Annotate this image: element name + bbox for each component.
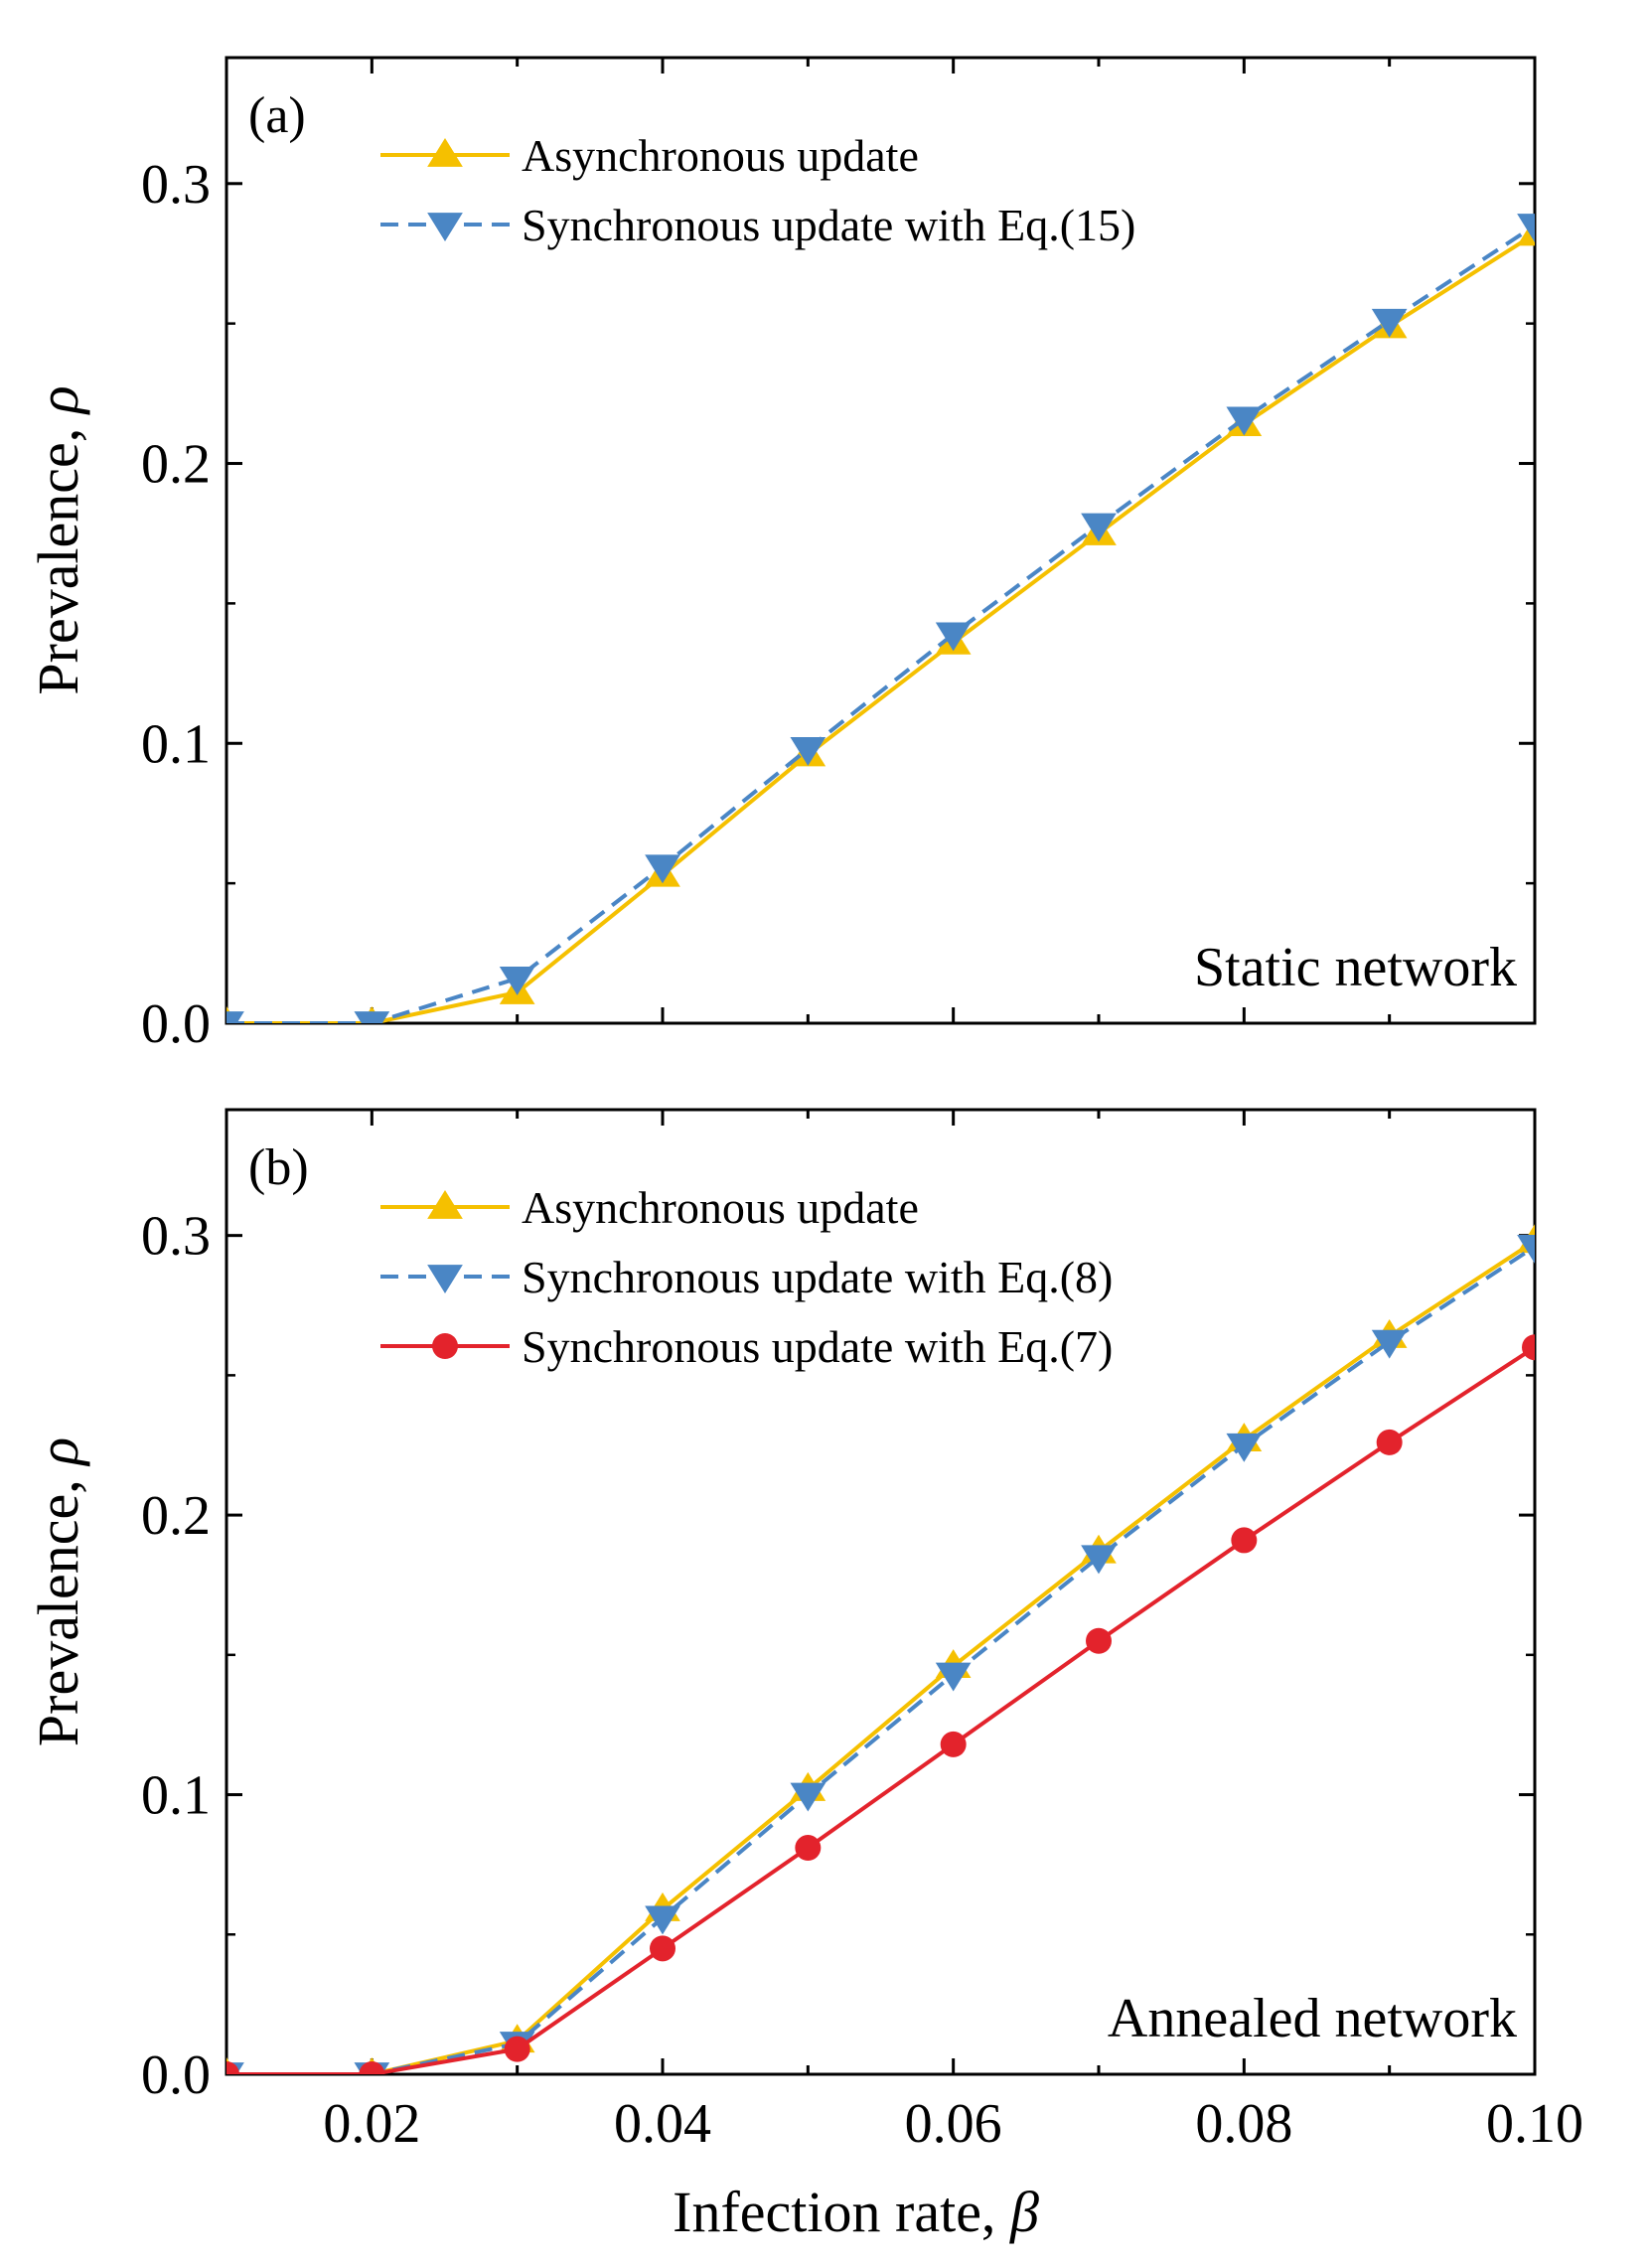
- y-axis-symbol: ρ: [26, 1437, 90, 1467]
- network-type-annotation: Static network: [1194, 937, 1517, 998]
- panel-a: 0.0 0.1 0.2 0.3 Prevalence, ρ (a) Static netwo…: [26, 56, 1537, 1055]
- legend-marker: [427, 138, 463, 167]
- data-point: [790, 736, 826, 766]
- y-axis-title: Prevalence, ρ: [26, 1437, 90, 1746]
- y-axis-label-text: Prevalence,: [26, 1465, 90, 1746]
- x-tick-label: 0.10: [1486, 2093, 1583, 2155]
- legend-item: Synchronous update with Eq.(7): [380, 1321, 1113, 1372]
- legend: Asynchronous update Synchronous update wi…: [380, 130, 1135, 250]
- data-point: [1231, 1527, 1258, 1554]
- panel-b: 0.0 0.1 0.2 0.3 0.02 0.04 0.06 0.08 0.10 Prevalen…: [26, 1108, 1583, 2244]
- data-point: [1371, 1329, 1408, 1359]
- data-point: [1086, 1627, 1112, 1654]
- y-tick-label: 0.3: [141, 154, 211, 216]
- series-circle: [226, 1334, 1535, 2074]
- data-point: [645, 1905, 680, 1935]
- y-tick-label: 0.2: [141, 1485, 211, 1547]
- data-point: [504, 2036, 530, 2062]
- data-point: [1517, 1235, 1535, 1264]
- y-tick-label: 0.1: [141, 713, 211, 775]
- series-triangle-up: [226, 217, 1535, 1023]
- data-point: [226, 1011, 244, 1023]
- data-point: [1081, 1545, 1117, 1575]
- series-line: [226, 1245, 1535, 2074]
- data-point: [499, 967, 535, 995]
- x-axis-title: Infection rate, β: [673, 2180, 1039, 2244]
- series-line: [226, 224, 1535, 1023]
- data-point: [354, 1011, 390, 1023]
- data-point: [935, 1662, 972, 1692]
- data-point: [1226, 406, 1263, 436]
- y-tick-label: 0.0: [141, 993, 211, 1055]
- data-point: [645, 854, 680, 884]
- legend-marker: [432, 1333, 458, 1359]
- data-point: [1226, 1433, 1263, 1462]
- y-tick-label: 0.0: [141, 2044, 211, 2106]
- y-axis-label-text: Prevalence,: [26, 413, 90, 694]
- x-tick-label: 0.06: [905, 2093, 1002, 2155]
- x-tick-label: 0.02: [323, 2093, 420, 2155]
- panel-label: (a): [248, 87, 306, 144]
- y-tick-label: 0.1: [141, 1765, 211, 1827]
- panel-label: (b): [248, 1139, 309, 1196]
- plot-frame: [225, 1108, 1537, 2076]
- data-point: [1081, 513, 1117, 542]
- data-point: [790, 1782, 826, 1812]
- series-triangle-down: [226, 1235, 1535, 2074]
- network-type-annotation: Annealed network: [1108, 1988, 1517, 2049]
- x-axis-label-text: Infection rate,: [673, 2180, 1010, 2244]
- legend-label: Asynchronous update: [522, 1182, 919, 1233]
- data-point: [359, 2061, 385, 2074]
- y-tick-label: 0.3: [141, 1206, 211, 1268]
- data-point: [226, 2061, 239, 2074]
- legend-label: Synchronous update with Eq.(15): [522, 200, 1135, 250]
- x-tick-label: 0.04: [614, 2093, 711, 2155]
- data-point: [1517, 214, 1535, 243]
- plot-frame: [225, 56, 1537, 1025]
- data-point: [1371, 308, 1408, 338]
- x-tick-label: 0.08: [1195, 2093, 1292, 2155]
- legend-marker: [427, 213, 463, 241]
- data-point: [1517, 217, 1535, 246]
- data-point: [650, 1935, 675, 1962]
- legend-item: Asynchronous update: [380, 130, 919, 181]
- data-point: [1522, 1334, 1535, 1361]
- data-point: [935, 622, 972, 652]
- y-axis-symbol: ρ: [26, 385, 90, 415]
- legend: Asynchronous update Synchronous update wi…: [380, 1182, 1113, 1372]
- legend-item: Asynchronous update: [380, 1182, 919, 1233]
- series-triangle-down: [226, 214, 1535, 1023]
- series-line: [226, 1239, 1535, 2074]
- legend-label: Synchronous update with Eq.(8): [522, 1252, 1113, 1302]
- legend-item: Synchronous update with Eq.(15): [380, 200, 1135, 250]
- y-axis-title: Prevalence, ρ: [26, 385, 90, 694]
- x-axis-symbol: β: [1009, 2180, 1039, 2244]
- data-point: [795, 1835, 822, 1862]
- data-point: [940, 1731, 967, 1757]
- legend-label: Synchronous update with Eq.(7): [522, 1321, 1113, 1372]
- series-line: [226, 231, 1535, 1023]
- legend-marker: [427, 1190, 463, 1219]
- data-point: [1376, 1429, 1403, 1455]
- plot-area: [226, 1224, 1535, 2074]
- series-line: [226, 1345, 1535, 2074]
- legend-item: Synchronous update with Eq.(8): [380, 1252, 1113, 1302]
- y-tick-label: 0.2: [141, 434, 211, 496]
- legend-label: Asynchronous update: [522, 130, 919, 181]
- plot-area: [226, 214, 1535, 1023]
- legend-marker: [427, 1265, 463, 1293]
